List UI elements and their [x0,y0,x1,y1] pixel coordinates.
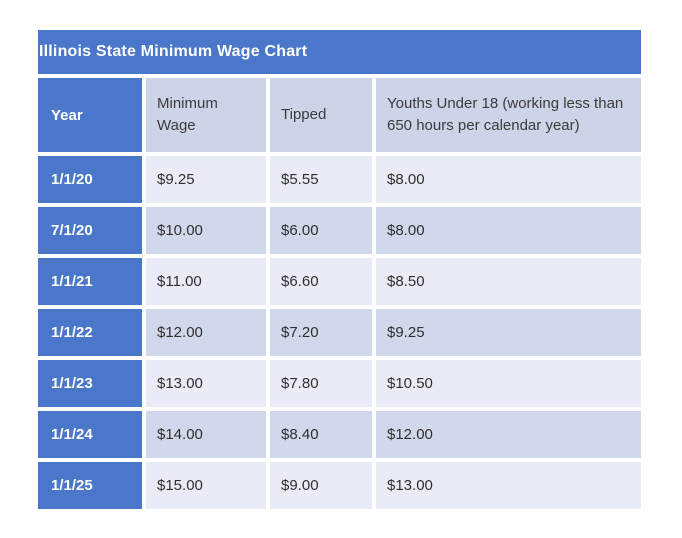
minimum-wage-cell: $11.00 [146,258,266,305]
year-cell: 1/1/22 [38,309,142,356]
tipped-cell: $8.40 [270,411,372,458]
column-header-year: Year [38,78,142,152]
minimum-wage-cell: $14.00 [146,411,266,458]
youths-cell: $8.00 [376,207,641,254]
youths-cell: $13.00 [376,462,641,509]
minimum-wage-cell: $15.00 [146,462,266,509]
youths-cell: $12.00 [376,411,641,458]
year-cell: 1/1/23 [38,360,142,407]
year-cell: 7/1/20 [38,207,142,254]
tipped-cell: $5.55 [270,156,372,203]
tipped-cell: $9.00 [270,462,372,509]
tipped-cell: $7.20 [270,309,372,356]
column-header-youths-under-18: Youths Under 18 (working less than 650 h… [376,78,641,152]
table-title: Illinois State Minimum Wage Chart [38,30,641,74]
tipped-cell: $7.80 [270,360,372,407]
minimum-wage-table: Illinois State Minimum Wage Chart Year M… [34,26,645,513]
table-row: 1/1/24 $14.00 $8.40 $12.00 [38,411,641,458]
table-row: 7/1/20 $10.00 $6.00 $8.00 [38,207,641,254]
table-header-row: Year Minimum Wage Tipped Youths Under 18… [38,78,641,152]
table-row: 1/1/20 $9.25 $5.55 $8.00 [38,156,641,203]
column-header-minimum-wage: Minimum Wage [146,78,266,152]
minimum-wage-cell: $12.00 [146,309,266,356]
minimum-wage-cell: $13.00 [146,360,266,407]
year-cell: 1/1/21 [38,258,142,305]
year-cell: 1/1/20 [38,156,142,203]
table-row: 1/1/21 $11.00 $6.60 $8.50 [38,258,641,305]
table-title-row: Illinois State Minimum Wage Chart [38,30,641,74]
table-row: 1/1/25 $15.00 $9.00 $13.00 [38,462,641,509]
year-cell: 1/1/25 [38,462,142,509]
youths-cell: $8.50 [376,258,641,305]
table-row: 1/1/22 $12.00 $7.20 $9.25 [38,309,641,356]
tipped-cell: $6.60 [270,258,372,305]
youths-cell: $9.25 [376,309,641,356]
youths-cell: $10.50 [376,360,641,407]
year-cell: 1/1/24 [38,411,142,458]
youths-cell: $8.00 [376,156,641,203]
tipped-cell: $6.00 [270,207,372,254]
minimum-wage-cell: $9.25 [146,156,266,203]
table-row: 1/1/23 $13.00 $7.80 $10.50 [38,360,641,407]
minimum-wage-cell: $10.00 [146,207,266,254]
column-header-tipped: Tipped [270,78,372,152]
